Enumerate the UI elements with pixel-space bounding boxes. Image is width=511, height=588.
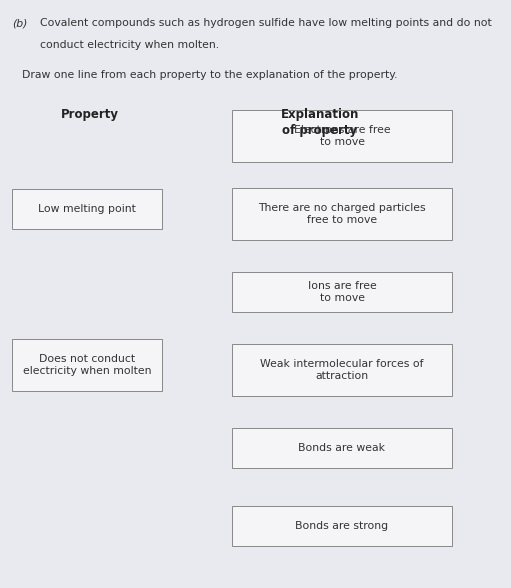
FancyBboxPatch shape — [12, 339, 162, 391]
Text: Bonds are strong: Bonds are strong — [295, 521, 388, 531]
FancyBboxPatch shape — [232, 110, 452, 162]
Text: Low melting point: Low melting point — [38, 204, 136, 214]
FancyBboxPatch shape — [232, 344, 452, 396]
Text: conduct electricity when molten.: conduct electricity when molten. — [40, 40, 219, 50]
FancyBboxPatch shape — [12, 189, 162, 229]
Text: (b): (b) — [12, 18, 28, 28]
FancyBboxPatch shape — [232, 428, 452, 468]
Text: Draw one line from each property to the explanation of the property.: Draw one line from each property to the … — [22, 70, 398, 80]
Text: Electrons are free
to move: Electrons are free to move — [294, 125, 390, 148]
Text: Explanation
of property: Explanation of property — [281, 108, 359, 137]
Text: There are no charged particles
free to move: There are no charged particles free to m… — [258, 203, 426, 225]
Text: Does not conduct
electricity when molten: Does not conduct electricity when molten — [23, 353, 151, 376]
FancyBboxPatch shape — [232, 506, 452, 546]
FancyBboxPatch shape — [232, 272, 452, 312]
Text: Bonds are weak: Bonds are weak — [298, 443, 385, 453]
Text: Weak intermolecular forces of
attraction: Weak intermolecular forces of attraction — [260, 359, 424, 382]
FancyBboxPatch shape — [232, 188, 452, 240]
Text: Ions are free
to move: Ions are free to move — [308, 280, 377, 303]
Text: Covalent compounds such as hydrogen sulfide have low melting points and do not: Covalent compounds such as hydrogen sulf… — [40, 18, 492, 28]
Text: Property: Property — [61, 108, 119, 121]
